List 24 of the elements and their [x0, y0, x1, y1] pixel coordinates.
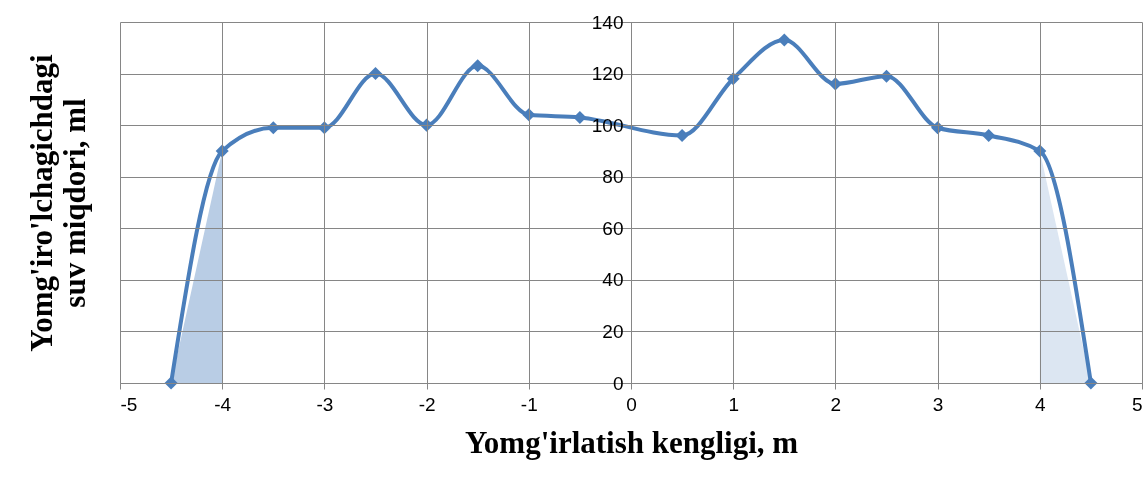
x-tick-label: 4: [1035, 393, 1047, 415]
y-tick-label: 40: [602, 269, 624, 291]
x-tick-label: 3: [932, 393, 944, 415]
x-tick-label: 1: [728, 393, 739, 415]
y-tick-label: 120: [591, 63, 624, 85]
y-tick-label: 20: [602, 320, 624, 342]
x-tick-label: 2: [830, 393, 842, 415]
x-tick-label: -4: [214, 393, 232, 415]
point: [777, 33, 791, 47]
point: [471, 59, 485, 73]
point: [573, 110, 587, 124]
y-tick-label: 80: [602, 166, 624, 188]
x-tick-label: -3: [316, 393, 334, 415]
x-axis-title: Yomg'irlatish kengligi, m: [464, 424, 799, 460]
x-tick-label: 5: [1131, 393, 1143, 415]
y-axis-title: Yomg'iro'lchagichdagi suv miqdori, ml: [23, 53, 92, 352]
y-tick-label: 0: [612, 372, 624, 394]
y-tick-label: 60: [602, 217, 624, 239]
y-tick-label: 140: [591, 11, 624, 33]
x-tick-label: -5: [120, 393, 138, 415]
point: [675, 128, 689, 142]
x-tick-label: -2: [418, 393, 436, 415]
point: [982, 128, 996, 142]
x-tick-label: -1: [520, 393, 538, 415]
